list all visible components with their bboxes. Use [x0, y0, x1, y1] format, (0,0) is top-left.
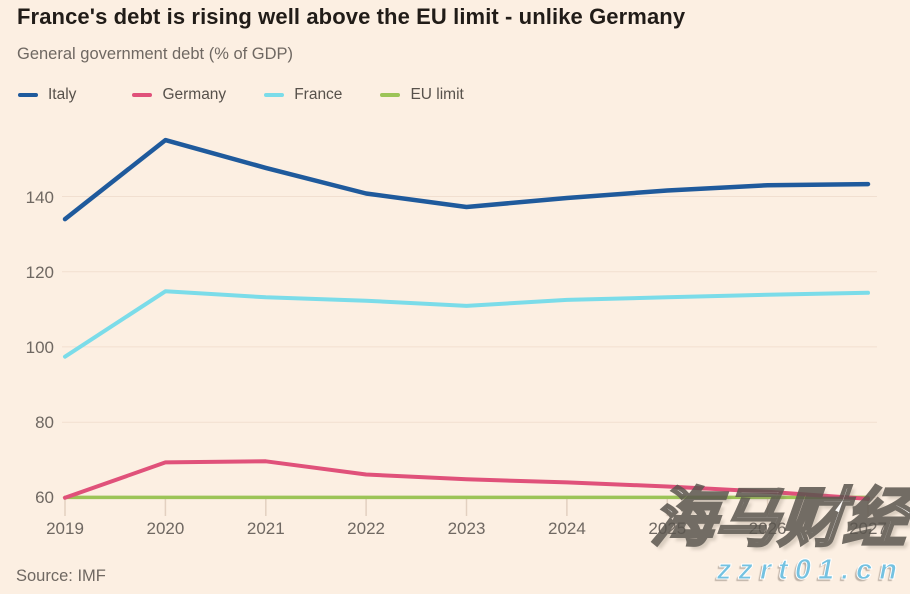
x-axis-ticks [64, 499, 869, 516]
line-germany [63, 459, 870, 501]
legend-label-eu-limit: EU limit [410, 86, 464, 103]
france-line-swatch-icon [264, 92, 285, 98]
watermark-url-text: zzrt01.cn [716, 554, 904, 586]
x-label-2021: 2021 [247, 519, 285, 538]
source-note: Source: IMF [16, 567, 106, 585]
x-label-2027: 2027 [849, 519, 887, 538]
legend-item-eu-limit: EU limit [380, 86, 464, 104]
chart-subtitle: General government debt (% of GDP) [17, 45, 294, 63]
y-tick-100: 100 [26, 338, 54, 357]
y-tick-80: 80 [35, 413, 54, 432]
eu-limit-line-swatch-icon [380, 92, 401, 98]
chart-legend: Italy Germany France EU limit [18, 86, 502, 104]
x-label-2022: 2022 [347, 519, 385, 538]
x-axis-labels: 2019 2020 2021 2022 2023 2024 2025 2026 … [46, 519, 887, 538]
line-italy [62, 137, 871, 222]
watermark-chinese-text: 海马财经 [647, 481, 910, 556]
x-label-2023: 2023 [448, 519, 486, 538]
chart-title: France's debt is rising well above the E… [17, 4, 686, 29]
germany-line-swatch-icon [132, 92, 153, 98]
y-tick-120: 120 [26, 263, 54, 282]
x-label-2020: 2020 [146, 519, 184, 538]
y-gridlines [62, 196, 877, 498]
y-axis-labels: 140 120 100 80 60 [26, 188, 54, 507]
line-france [63, 289, 870, 359]
x-label-2025: 2025 [648, 519, 686, 538]
x-label-2019: 2019 [46, 519, 84, 538]
legend-label-italy: Italy [48, 86, 77, 103]
legend-item-germany: Germany [132, 86, 226, 104]
legend-item-france: France [264, 86, 342, 104]
series-lines [62, 137, 871, 501]
x-label-2026: 2026 [749, 519, 787, 538]
legend-label-france: France [294, 86, 343, 103]
x-label-2024: 2024 [548, 519, 586, 538]
italy-line-swatch-icon [18, 92, 38, 98]
y-tick-60: 60 [35, 488, 54, 507]
legend-label-germany: Germany [162, 86, 227, 103]
legend-item-italy: Italy [18, 86, 76, 104]
y-tick-140: 140 [26, 188, 54, 207]
